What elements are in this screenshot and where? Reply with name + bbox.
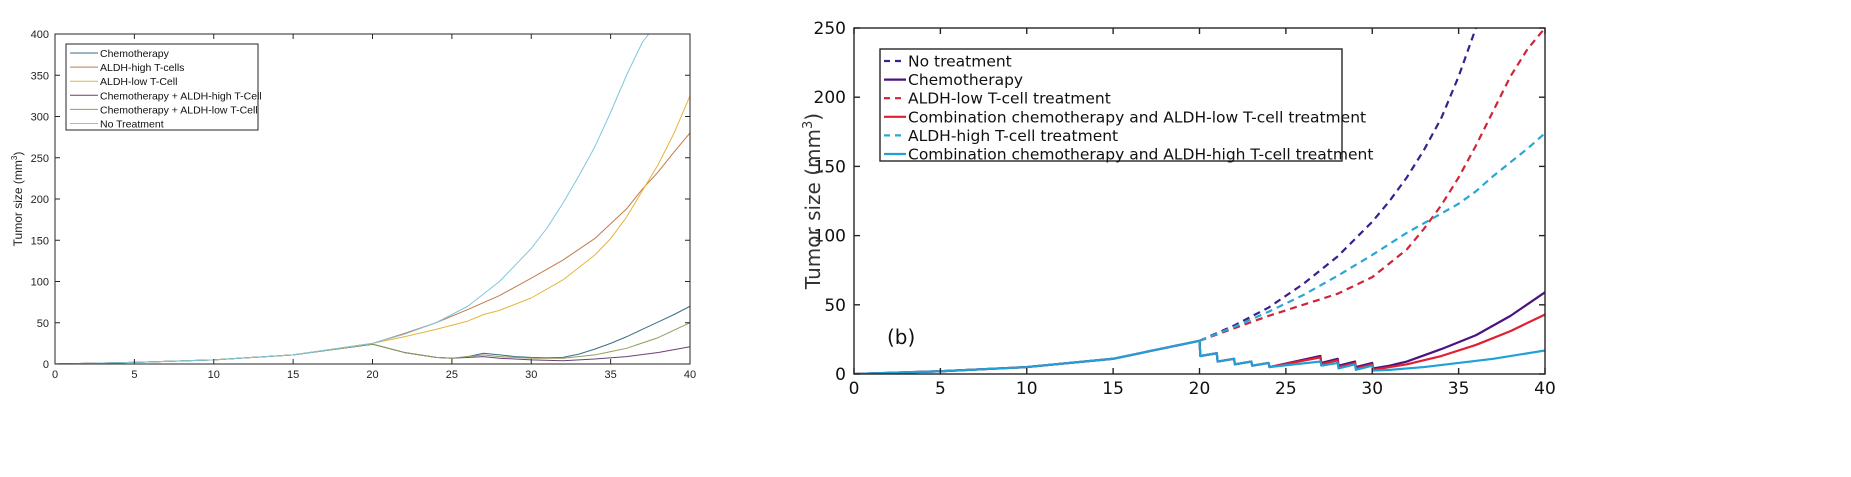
legend-label: Combination chemotherapy and ALDH-high T… [908,146,1373,164]
y-tick-label: 100 [31,277,49,289]
series-line-5 [1199,132,1545,342]
legend-label: No treatment [908,53,1012,71]
legend-label: ALDH-high T-cell treatment [908,127,1118,145]
x-tick-label: 35 [605,369,617,381]
y-tick-label: 150 [814,157,846,177]
y-tick-label: 50 [824,296,846,316]
legend-label: ALDH-low T-Cell [100,76,177,88]
legend-box [65,43,259,131]
chart-panel-b: 0 5 10 15 20 25 30 35 40 0 50 100 150 200 250 Tumor siz… [801,19,1556,399]
series-line-6 [854,339,1545,374]
y-tick-label: 200 [814,88,846,108]
legend-label: Chemotherapy + ALDH-low T-Cell [100,104,258,116]
legend-label: Chemotherapy [908,71,1023,89]
x-tick-label: 35 [1448,379,1470,399]
legend: Chemotherapy ALDH-high T-cells ALDH-low T-… [65,43,262,131]
y-axis-label: Tumor size (mm3) [801,113,825,290]
y-tick-label: 400 [31,29,49,41]
x-tick-label: 0 [52,369,58,381]
x-tick-label: 5 [131,369,137,381]
x-tick-label: 25 [1275,379,1297,399]
y-tick-label: 350 [31,70,49,82]
x-tick-label: 0 [849,379,860,399]
series-line-3 [55,95,690,364]
y-tick-label: 50 [37,318,49,330]
x-tick-label: 25 [446,369,458,381]
x-tick-label: 10 [208,369,220,381]
y-tick-label: 250 [31,153,49,165]
legend-label: ALDH-low T-cell treatment [908,90,1111,108]
legend-label: Chemotherapy [100,48,170,60]
series-line-3 [1199,28,1545,342]
x-tick-label: 10 [1016,379,1038,399]
y-tick-label: 0 [835,365,846,385]
y-tick-label: 300 [31,112,49,124]
x-tick-label: 20 [1189,379,1211,399]
y-tick-label: 100 [814,227,846,247]
y-tick-label: 200 [31,194,49,206]
x-tick-label: 30 [525,369,537,381]
x-tick-label: 20 [366,369,378,381]
series-line-2 [854,291,1545,374]
legend-label: No Treatment [100,119,164,131]
y-axis-label: Tumor size (mm3) [10,152,25,247]
y-tick-label: 250 [814,19,846,39]
panel-label: (b) [887,325,915,349]
series-line-6 [55,34,650,364]
x-tick-label: 15 [287,369,299,381]
x-tick-label: 40 [684,369,696,381]
x-tick-label: 15 [1102,379,1124,399]
y-tick-label: 0 [43,359,49,371]
x-tick-label: 30 [1361,379,1383,399]
legend-label: Combination chemotherapy and ALDH-low T-… [908,108,1366,126]
series-line-2 [55,132,690,364]
x-tick-label: 5 [935,379,946,399]
legend-box [879,48,1343,162]
x-tick-label: 40 [1534,379,1556,399]
legend-label: Chemotherapy + ALDH-high T-Cell [100,90,262,102]
chart-panel-a: 0 5 10 15 20 25 30 35 40050100150200250300350400… [10,29,696,381]
legend-label: ALDH-high T-cells [100,62,184,74]
y-tick-label: 150 [31,235,49,247]
